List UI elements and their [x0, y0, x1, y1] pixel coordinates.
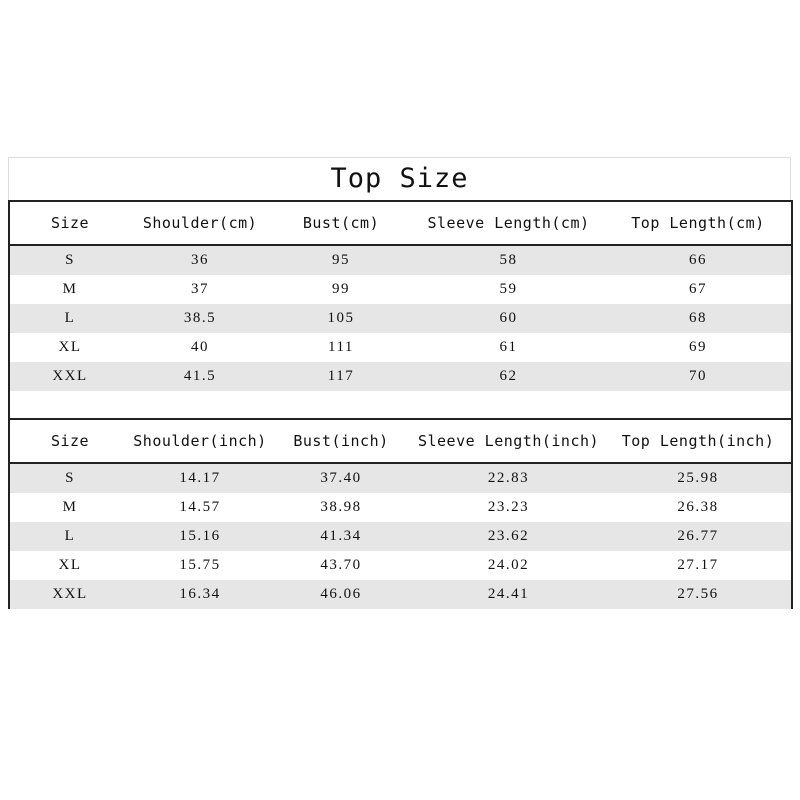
table-row-cell: 41.34 [320, 528, 362, 544]
table-row: XL 15.75 43.70 24.02 27.17 [10, 551, 791, 580]
table-row-cell: XL [58, 339, 82, 355]
table-row-cell: 27.56 [677, 586, 719, 602]
table-row-cell: 27.17 [677, 557, 719, 573]
table-row-cell: 26.38 [677, 499, 719, 515]
divider [10, 462, 791, 464]
cm-header-row-cell: Top Length(cm) [631, 214, 765, 232]
cm-header-row: Size Shoulder(cm) Bust(cm) Sleeve Length(cm… [10, 202, 791, 244]
table-row-cell: 14.17 [179, 470, 221, 486]
size-table: Size Shoulder(cm) Bust(cm) Sleeve Length(cm… [8, 200, 793, 609]
table-row-cell: 46.06 [320, 586, 362, 602]
table-row: L 15.16 41.34 23.62 26.77 [10, 522, 791, 551]
inch-header-row-cell: Sleeve Length(inch) [417, 432, 600, 450]
table-row-cell: 36 [191, 252, 209, 268]
table-row: XXL 16.34 46.06 24.41 27.56 [10, 580, 791, 609]
table-row-cell: M [62, 281, 78, 297]
inch-header-row: Size Shoulder(inch) Bust(inch) Sleeve Lengt… [10, 420, 791, 462]
cm-header-row-cell: Bust(cm) [302, 214, 380, 232]
table-row-cell: 41.5 [183, 368, 217, 384]
table-row-cell: 22.83 [487, 470, 530, 486]
table-row-cell: 70 [689, 368, 707, 384]
inch-header-row-cell: Bust(inch) [293, 432, 389, 450]
divider [10, 244, 791, 246]
table-row-cell: 59 [499, 281, 518, 297]
cm-header-row-cell: Sleeve Length(cm) [427, 214, 590, 232]
table-row: M 14.57 38.98 23.23 26.38 [10, 493, 791, 522]
table-row-cell: 105 [327, 310, 355, 326]
table-row-cell: 58 [499, 252, 518, 268]
table-row-cell: XL [58, 557, 82, 573]
table-row-cell: S [65, 470, 75, 486]
cm-header-row-cell: Shoulder(cm) [142, 214, 258, 232]
table-row-cell: 40 [191, 339, 209, 355]
table-row-cell: 43.70 [320, 557, 362, 573]
table-row-cell: M [62, 499, 78, 515]
inch-header-row-cell: Shoulder(inch) [133, 432, 267, 450]
table-row-cell: XXL [52, 368, 88, 384]
table-row-cell: S [65, 252, 75, 268]
divider [10, 418, 791, 420]
table-row-cell: 38.5 [183, 310, 217, 326]
table-row-cell: 23.62 [487, 528, 530, 544]
table-row-cell: 95 [332, 252, 350, 268]
table-row: M 37 99 59 67 [10, 275, 791, 304]
table-row-cell: XXL [52, 586, 88, 602]
table-row-cell: 62 [499, 368, 518, 384]
chart-title: Top Size [330, 163, 469, 194]
table-row-cell: 37.40 [320, 470, 362, 486]
table-row-cell: L [64, 528, 76, 544]
table-row-cell: 25.98 [677, 470, 719, 486]
table-row-cell: 117 [327, 368, 355, 384]
inch-header-row-cell: Top Length(inch) [621, 432, 775, 450]
table-row-cell: 37 [191, 281, 209, 297]
table-row-cell: 111 [328, 339, 354, 355]
table-row-cell: 60 [499, 310, 518, 326]
inch-header-row-cell: Size [50, 432, 90, 450]
table-row-cell: 68 [689, 310, 707, 326]
table-row: XXL 41.5 117 62 70 [10, 362, 791, 391]
table-row-cell: 61 [499, 339, 518, 355]
table-row-cell: 24.02 [487, 557, 530, 573]
table-row: S 36 95 58 66 [10, 246, 791, 275]
table-row-cell: 66 [689, 252, 707, 268]
table-row-cell: 69 [689, 339, 707, 355]
table-row-cell: 24.41 [487, 586, 530, 602]
table-row-cell: 26.77 [677, 528, 719, 544]
table-row-cell: 15.16 [179, 528, 221, 544]
table-row-cell: 38.98 [320, 499, 362, 515]
table-row-cell: 16.34 [179, 586, 221, 602]
cm-header-row-cell: Size [50, 214, 90, 232]
table-row-cell: 15.75 [179, 557, 221, 573]
table-row-cell: 14.57 [179, 499, 221, 515]
table-row: XL 40 111 61 69 [10, 333, 791, 362]
table-row: L 38.5 105 60 68 [10, 304, 791, 333]
table-row-cell: 99 [332, 281, 350, 297]
table-row-cell: 23.23 [487, 499, 530, 515]
table-row: S 14.17 37.40 22.83 25.98 [10, 464, 791, 493]
title-row: Top Size [8, 157, 791, 200]
table-row-cell: L [64, 310, 76, 326]
table-row-cell: 67 [689, 281, 707, 297]
